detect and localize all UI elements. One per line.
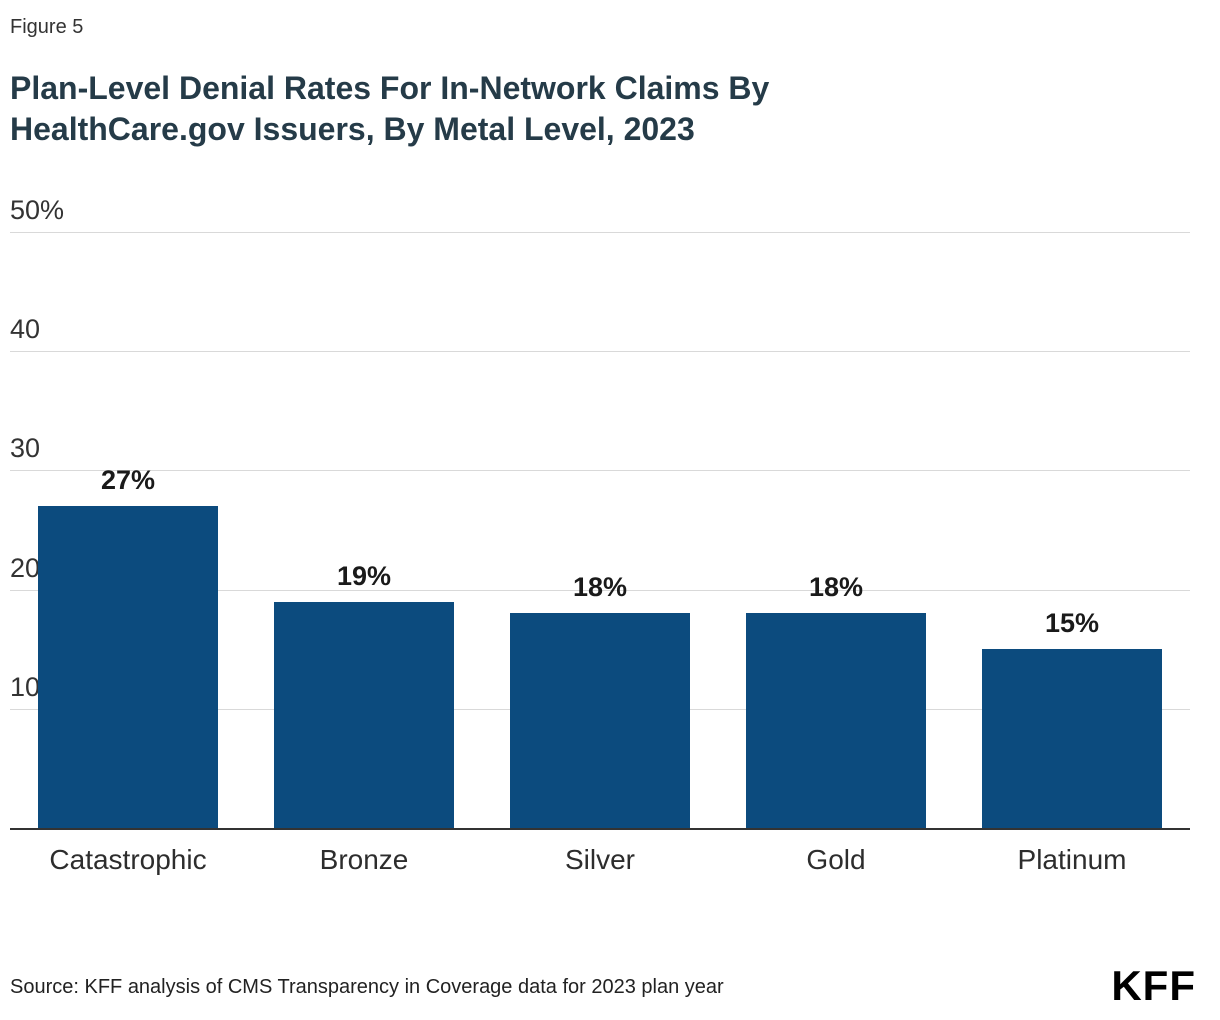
gridline (10, 470, 1190, 472)
bar (38, 506, 218, 828)
x-axis-label: Platinum (1017, 844, 1127, 875)
bar-column: 15% (954, 232, 1190, 828)
y-tick-label: 30 (10, 433, 41, 464)
gridline (10, 589, 1190, 591)
source-note: Source: KFF analysis of CMS Transparency… (10, 976, 724, 998)
bar-column: 18% (718, 232, 954, 828)
chart-title: Plan-Level Denial Rates For In-Network C… (10, 70, 770, 147)
bar-value-label: 19% (336, 560, 392, 591)
bar (746, 613, 926, 828)
bar-value-label: 18% (572, 572, 628, 603)
x-axis-label: Catastrophic (49, 844, 207, 875)
bar-column: 18% (482, 232, 718, 828)
bar (274, 601, 454, 828)
y-tick-label: 50% (10, 195, 65, 225)
y-tick-label: 40 (10, 314, 41, 345)
x-axis-label: Bronze (319, 844, 409, 875)
kff-logo: KFF (1111, 962, 1196, 1009)
gridline (10, 232, 1190, 233)
figure-number-label: Figure 5 (10, 16, 84, 38)
x-axis-labels: Catastrophic Bronze Silver Gold Platinum (10, 844, 1190, 876)
bars-container: 27% 19% 18% 18% 15% (10, 232, 1190, 828)
bar (982, 649, 1162, 828)
bar-column: 19% (246, 232, 482, 828)
x-axis-label: Gold (806, 844, 866, 875)
gridline (10, 351, 1190, 353)
bar-value-label: 15% (1044, 608, 1100, 639)
bar-column: 27% (10, 232, 246, 828)
bar-value-label: 27% (100, 465, 156, 496)
y-tick-label: 10 (10, 671, 41, 702)
x-axis-line (10, 828, 1190, 830)
bar (510, 613, 690, 828)
bar-value-label: 18% (808, 572, 864, 603)
y-tick-label: 20 (10, 552, 41, 583)
x-axis-label: Silver (564, 844, 635, 875)
